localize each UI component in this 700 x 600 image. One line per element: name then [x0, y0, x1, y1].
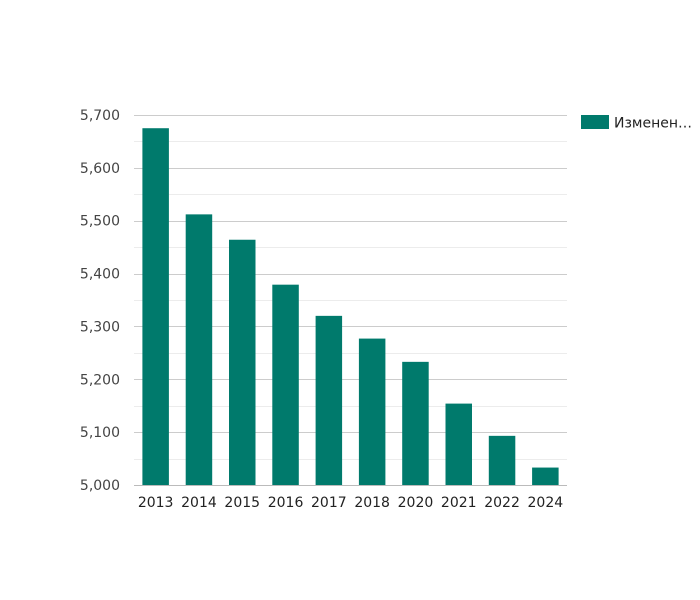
- x-tick-label: 2024: [528, 495, 564, 511]
- bar[interactable]: [532, 467, 559, 485]
- x-tick-label: 2018: [354, 495, 390, 511]
- y-tick-label: 5,200: [80, 372, 120, 388]
- x-tick-label: 2021: [441, 495, 477, 511]
- x-tick-label: 2022: [484, 495, 520, 511]
- y-tick-label: 5,400: [80, 267, 120, 283]
- bar[interactable]: [185, 214, 213, 485]
- y-tick-label: 5,500: [80, 214, 120, 230]
- bar[interactable]: [229, 239, 256, 485]
- y-axis-tick-labels: 5,000 5,100 5,200 5,300 5,400 5,500 5,600 5,700: [80, 108, 120, 494]
- bar[interactable]: [445, 403, 473, 485]
- x-axis-tick-labels: 2013 2014 2015 2016 2017 2018 2020 2021 2022 2024: [138, 495, 563, 511]
- bar[interactable]: [402, 361, 429, 485]
- y-tick-label: 5,700: [80, 108, 120, 124]
- x-tick-label: 2020: [398, 495, 434, 511]
- y-tick-label: 5,300: [80, 319, 120, 335]
- x-tick-label: 2014: [181, 495, 217, 511]
- y-tick-label: 5,000: [80, 478, 120, 494]
- bar[interactable]: [272, 284, 299, 485]
- x-tick-label: 2017: [311, 495, 347, 511]
- bar[interactable]: [358, 338, 386, 485]
- y-tick-label: 5,100: [80, 425, 120, 441]
- x-tick-label: 2015: [224, 495, 260, 511]
- bar[interactable]: [488, 435, 516, 485]
- legend-swatch[interactable]: [581, 115, 609, 129]
- x-tick-label: 2016: [268, 495, 304, 511]
- legend[interactable]: Изменен…: [581, 115, 692, 132]
- legend-label[interactable]: Изменен…: [614, 116, 692, 132]
- bars: [142, 128, 559, 485]
- bar[interactable]: [142, 128, 169, 485]
- x-tick-label: 2013: [138, 495, 174, 511]
- y-tick-label: 5,600: [80, 161, 120, 177]
- bar[interactable]: [315, 315, 343, 485]
